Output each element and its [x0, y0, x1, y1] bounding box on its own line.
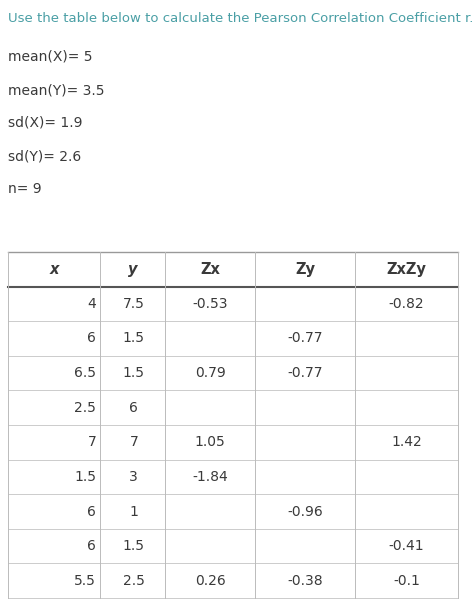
Text: 1: 1: [129, 504, 138, 518]
Text: 0.79: 0.79: [195, 366, 225, 380]
Text: -0.38: -0.38: [287, 574, 323, 588]
Text: mean(Y)= 3.5: mean(Y)= 3.5: [8, 83, 105, 97]
Text: -0.41: -0.41: [389, 539, 424, 553]
Text: -0.82: -0.82: [389, 297, 424, 311]
Text: sd(X)= 1.9: sd(X)= 1.9: [8, 116, 82, 130]
Text: ZxZy: ZxZy: [387, 262, 426, 277]
Text: 2.5: 2.5: [74, 401, 96, 415]
Text: -0.77: -0.77: [287, 332, 323, 346]
Text: -1.84: -1.84: [192, 470, 228, 484]
Text: mean(X)= 5: mean(X)= 5: [8, 50, 92, 64]
Text: 6: 6: [87, 539, 96, 553]
Text: Zy: Zy: [295, 262, 315, 277]
Text: sd(Y)= 2.6: sd(Y)= 2.6: [8, 149, 81, 163]
Text: 3: 3: [129, 470, 138, 484]
Text: Use the table below to calculate the Pearson Correlation Coefficient r.: Use the table below to calculate the Pea…: [8, 12, 473, 25]
Text: 6: 6: [87, 504, 96, 518]
Text: 2.5: 2.5: [123, 574, 145, 588]
Text: 1.42: 1.42: [391, 435, 422, 449]
Text: 0.26: 0.26: [195, 574, 225, 588]
Text: 1.05: 1.05: [195, 435, 225, 449]
Text: 1.5: 1.5: [123, 539, 145, 553]
Text: 7: 7: [88, 435, 96, 449]
Text: 1.5: 1.5: [123, 332, 145, 346]
Text: n= 9: n= 9: [8, 182, 41, 196]
Text: 7: 7: [129, 435, 138, 449]
Text: y: y: [128, 262, 137, 277]
Text: -0.53: -0.53: [192, 297, 228, 311]
Text: 5.5: 5.5: [74, 574, 96, 588]
Text: x: x: [50, 262, 59, 277]
Text: Zx: Zx: [200, 262, 220, 277]
Text: 4: 4: [88, 297, 96, 311]
Text: 1.5: 1.5: [123, 366, 145, 380]
Text: 7.5: 7.5: [123, 297, 145, 311]
Text: 6: 6: [129, 401, 138, 415]
Text: 6: 6: [87, 332, 96, 346]
Text: 6.5: 6.5: [74, 366, 96, 380]
Text: -0.77: -0.77: [287, 366, 323, 380]
Text: -0.1: -0.1: [393, 574, 420, 588]
Text: -0.96: -0.96: [287, 504, 323, 518]
Text: 1.5: 1.5: [74, 470, 96, 484]
